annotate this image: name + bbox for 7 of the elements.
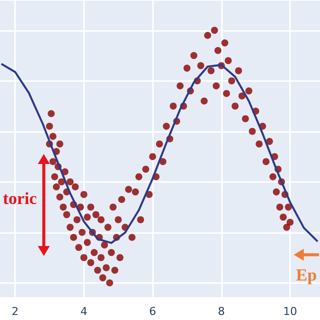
annotation: toric bbox=[2, 188, 38, 208]
x-tick-label: 6 bbox=[149, 305, 156, 318]
x-tick-label: 2 bbox=[12, 305, 19, 318]
x-tick-label: 8 bbox=[218, 305, 225, 318]
annotation: Ep bbox=[296, 266, 317, 285]
x-tick-label: 10 bbox=[283, 305, 298, 318]
x-tick-label: 4 bbox=[80, 305, 88, 318]
